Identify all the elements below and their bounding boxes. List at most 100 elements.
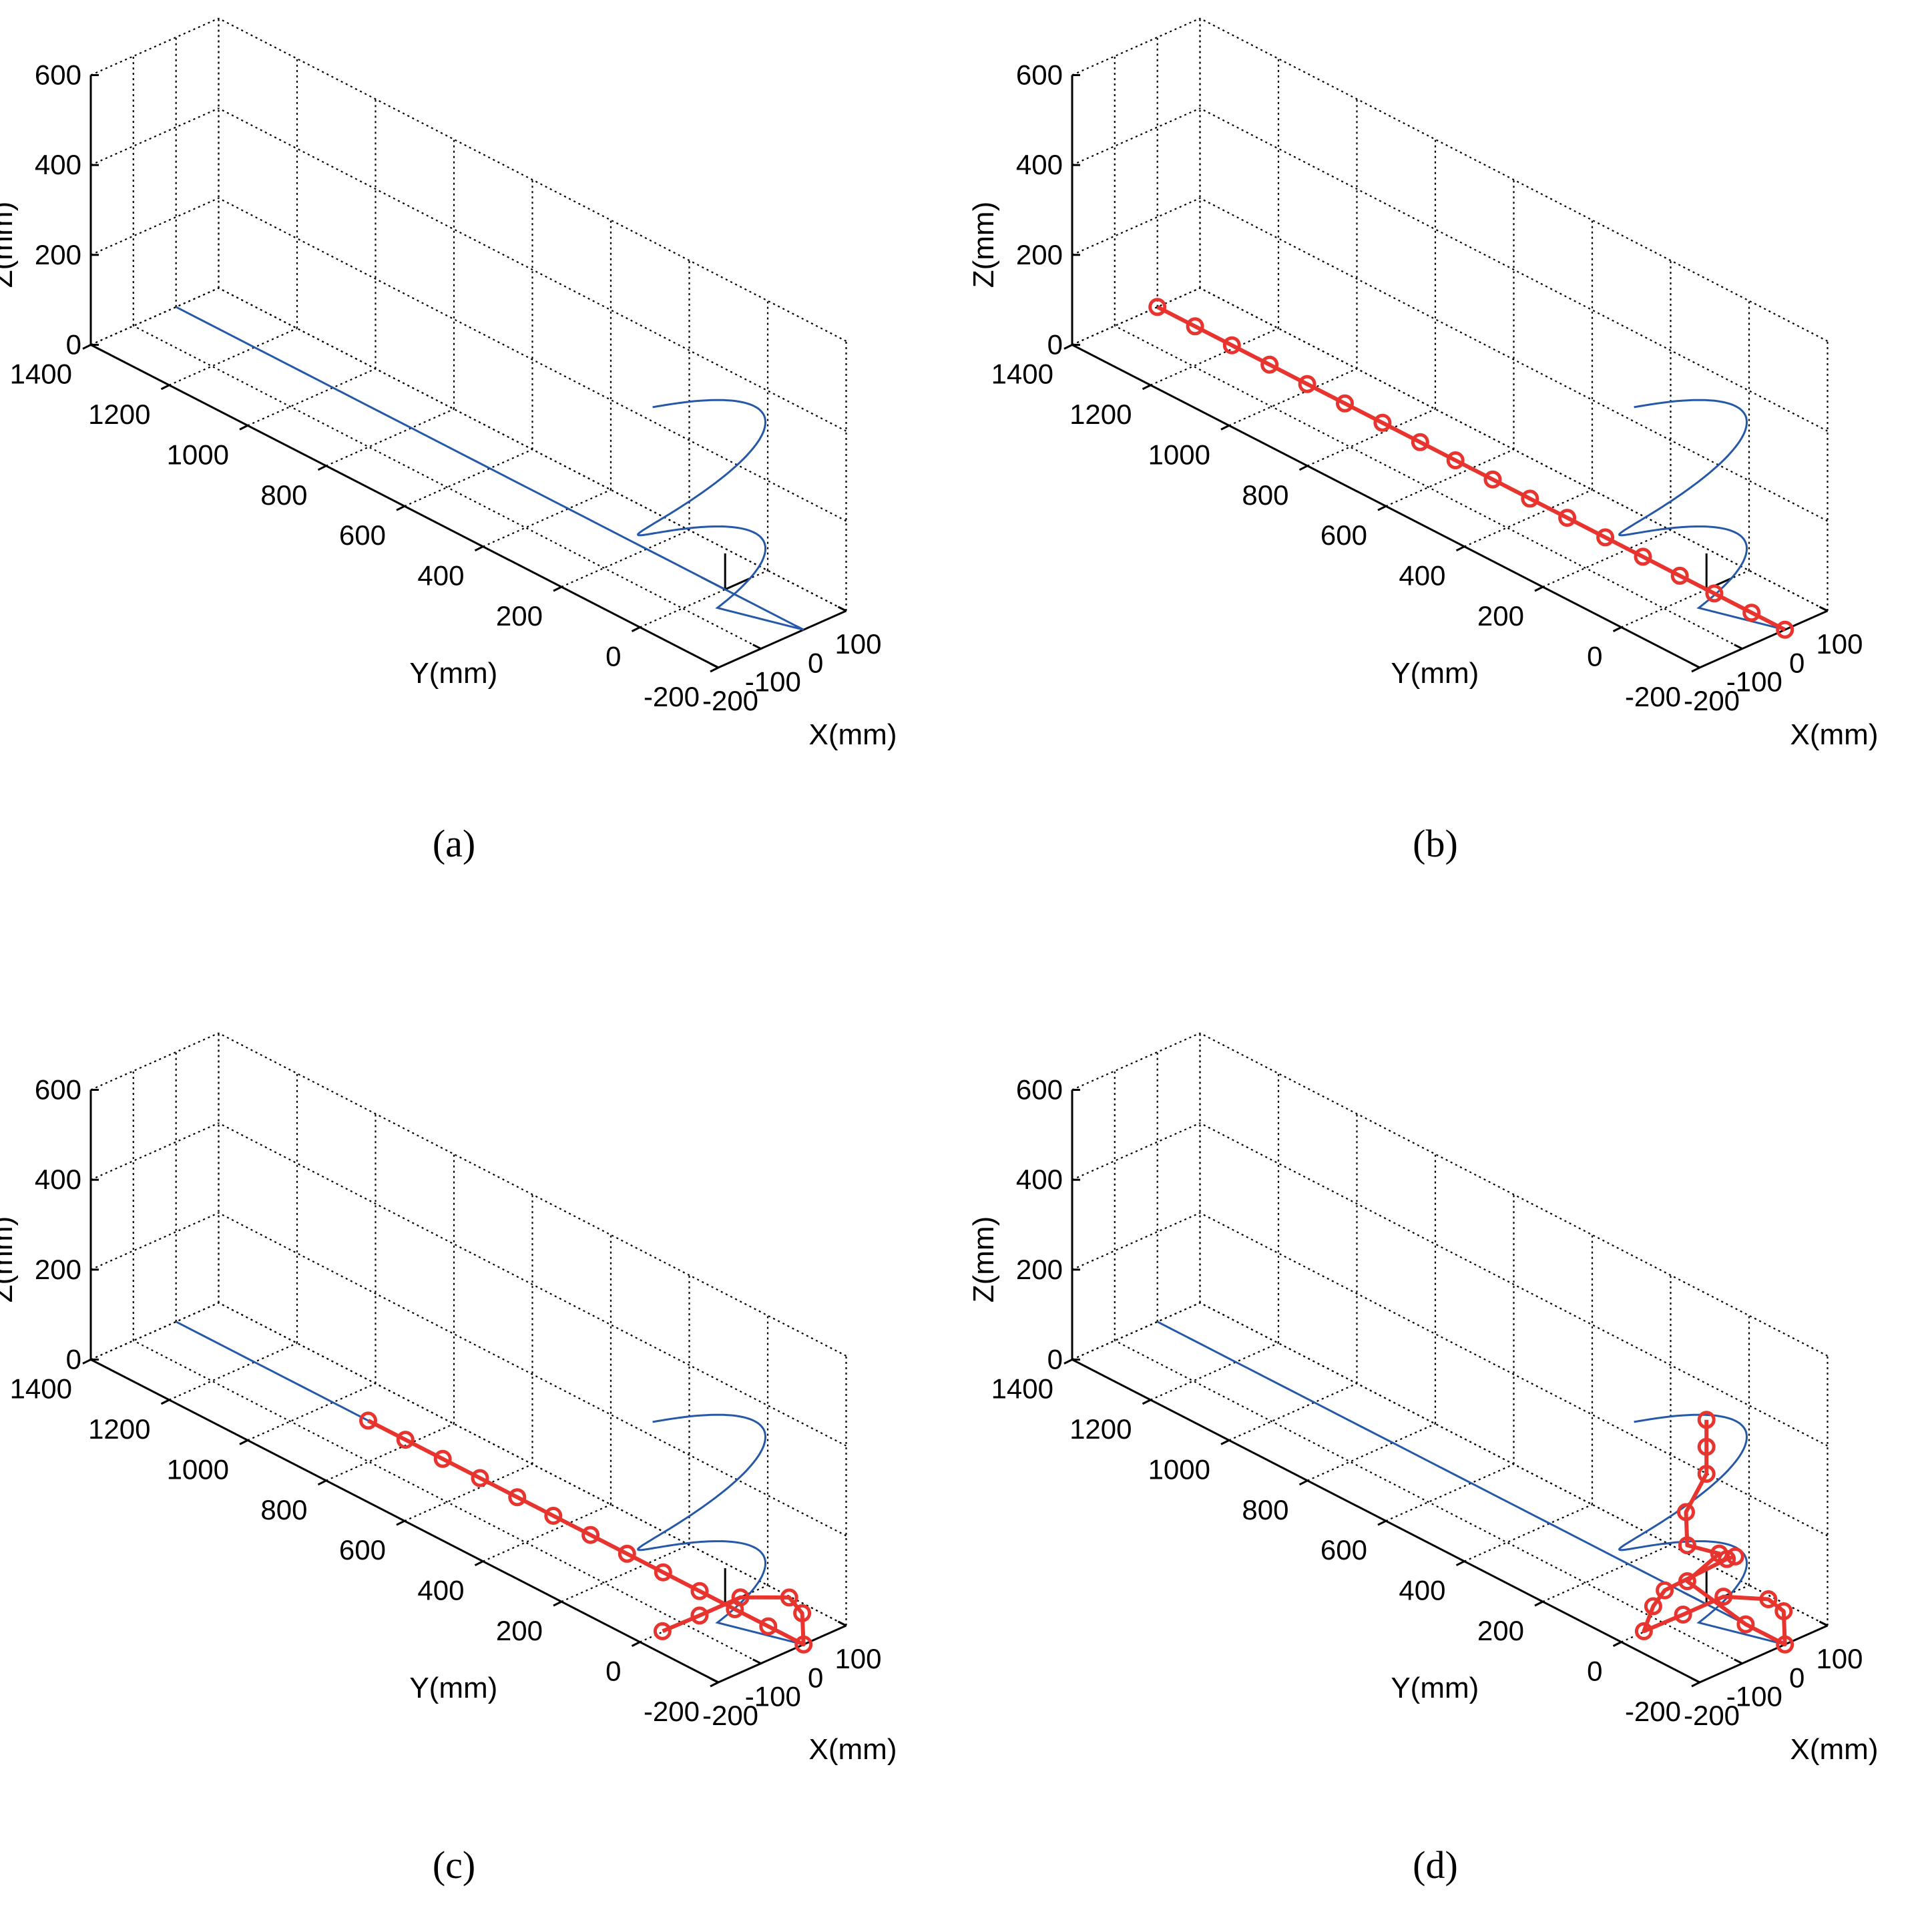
grid-line [1071, 197, 1200, 256]
x-tick [837, 606, 847, 612]
joint-marker [1697, 1437, 1716, 1456]
y-tick [1534, 1600, 1543, 1607]
grid-line [90, 197, 219, 256]
x-axis-label: X(mm) [809, 1733, 897, 1766]
y-tick [1063, 344, 1073, 350]
grid-line [247, 368, 376, 427]
grid-line [1071, 287, 1200, 346]
grid-line [1307, 1423, 1436, 1481]
joint-marker [1186, 317, 1204, 336]
y-tick-label: 0 [1587, 1656, 1602, 1687]
joint-marker [1697, 1465, 1716, 1483]
panel-c: 0 200 400 600 -200 0 200 400 600 800 1000 1200 1400-… [0, 1015, 961, 1856]
tick-labels: 0200400600-2000200400600800100012001400-… [10, 59, 882, 717]
joint-marker [690, 1606, 709, 1625]
joint-marker [359, 1411, 377, 1430]
y-axis-label: Y(mm) [409, 1672, 497, 1704]
axes [82, 74, 847, 673]
joint-marker [1705, 584, 1724, 603]
manipulator-series [359, 1411, 813, 1654]
y-tick [474, 545, 484, 552]
grid-line [1464, 1503, 1593, 1562]
y-tick [553, 585, 562, 592]
axes [82, 1089, 847, 1688]
y-tick [1534, 585, 1543, 592]
grid-line [1199, 1302, 1829, 1626]
joint-marker [544, 1507, 563, 1525]
chart-c: 0200400600-2000200400600800100012001400-… [0, 1032, 897, 1766]
y-tick [710, 1681, 719, 1688]
z-tick-label: 600 [35, 59, 81, 91]
grid-line [1199, 1032, 1829, 1357]
joint-marker [653, 1622, 672, 1640]
y-tick-label: 1200 [1069, 399, 1132, 430]
joint-marker [1644, 1597, 1662, 1616]
grid-line [1385, 449, 1514, 507]
x-tick [1691, 662, 1700, 669]
grid-line [1199, 1122, 1829, 1447]
manipulator-line [367, 1419, 806, 1647]
z-tick-label: 0 [1047, 1344, 1063, 1375]
grid-line [169, 327, 298, 386]
grid-line [1199, 287, 1829, 612]
joint-marker [1670, 566, 1689, 585]
y-tick-label: 1400 [991, 1373, 1053, 1405]
grid [1071, 1032, 1829, 1684]
y-tick-label: 400 [1399, 1575, 1445, 1606]
grid-line [483, 1503, 612, 1562]
joint-marker [780, 1588, 798, 1607]
y-tick-label: 1400 [991, 358, 1053, 390]
y-tick-label: 800 [1242, 1494, 1288, 1525]
manipulator-line [1156, 305, 1786, 632]
x-tick-label: -100 [1726, 666, 1782, 698]
y-tick-label: 400 [417, 1575, 464, 1606]
y-tick [1612, 1641, 1622, 1647]
x-tick-label: -100 [745, 666, 801, 698]
y-tick-label: 800 [260, 1494, 307, 1525]
y-tick [1142, 1399, 1152, 1405]
x-axis-label: X(mm) [1790, 718, 1879, 751]
joint-marker [1521, 489, 1539, 508]
y-tick-label: 0 [1587, 641, 1602, 672]
y-tick [160, 1399, 170, 1405]
x-tick-label: 0 [1789, 1662, 1804, 1693]
z-tick-label: 0 [66, 1344, 81, 1375]
axes [1063, 1089, 1829, 1688]
y-tick-label: 0 [606, 1656, 621, 1687]
panel-caption: (a) [432, 822, 476, 865]
joint-marker [1736, 1615, 1755, 1634]
y-tick [239, 425, 248, 431]
grid-line [218, 17, 847, 342]
x-tick [1819, 1620, 1829, 1627]
z-axis-label: Z(mm) [967, 202, 1000, 288]
y-tick-label: -200 [644, 681, 700, 712]
joint-marker [1678, 1536, 1696, 1555]
z-tick-label: 600 [35, 1074, 81, 1106]
z-tick-label: 400 [35, 1164, 81, 1195]
joint-marker [1697, 1411, 1716, 1429]
y-tick [1455, 1560, 1465, 1567]
x-tick-label: 100 [1816, 628, 1863, 660]
grid-line [218, 1122, 847, 1447]
x-tick [710, 1677, 719, 1684]
y-tick [1691, 666, 1700, 673]
y-tick [1377, 1519, 1387, 1526]
y-tick-label: 600 [339, 519, 386, 551]
joint-marker [793, 1604, 812, 1622]
y-tick [631, 626, 641, 632]
grid-line [404, 1463, 533, 1522]
grid-line [218, 287, 847, 612]
joint-marker [1726, 1547, 1744, 1566]
y-tick-label: 200 [1477, 600, 1524, 632]
y-tick [1455, 545, 1465, 552]
x-axis-line [1699, 1624, 1829, 1684]
grid-line [1071, 1122, 1200, 1181]
trajectory-line [1157, 1321, 1786, 1646]
joint-marker [1718, 1549, 1736, 1568]
panel-caption: (b) [1413, 822, 1458, 865]
z-tick-label: 200 [35, 1254, 81, 1285]
grid-line [1071, 107, 1200, 166]
grid-line [218, 197, 847, 522]
joint-marker [1774, 1602, 1793, 1620]
z-axis-label: Z(mm) [0, 202, 19, 288]
